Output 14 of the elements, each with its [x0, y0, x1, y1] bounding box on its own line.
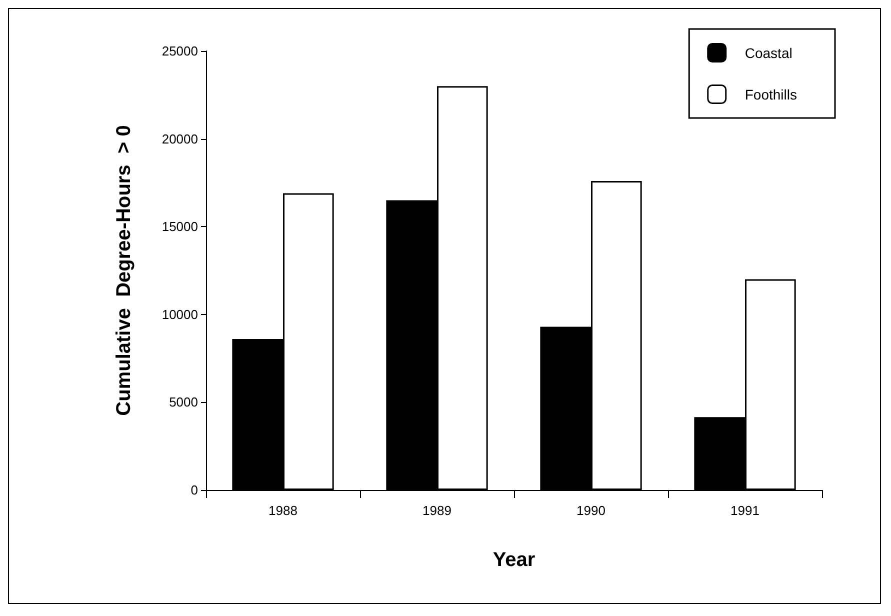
y-tick-label: 5000 — [169, 394, 198, 410]
y-tick-label: 15000 — [162, 219, 198, 234]
legend-label: Foothills — [744, 86, 798, 102]
legend-label: Coastal — [744, 44, 792, 61]
y-tick-label: 25000 — [162, 44, 198, 58]
y-tick-label: 20000 — [162, 131, 198, 146]
x-axis-title: Year — [492, 549, 536, 571]
x-tick-label: 1988 — [268, 503, 298, 518]
y-tick-label: 0 — [190, 482, 198, 498]
y-axis-title: Cumulative Degree-Hours > 0 — [113, 125, 135, 416]
x-tick-label: 1991 — [730, 503, 760, 518]
x-tick-label: 1990 — [576, 503, 606, 518]
x-tick-label: 1989 — [422, 503, 452, 518]
y-tick-label: 10000 — [162, 306, 198, 322]
